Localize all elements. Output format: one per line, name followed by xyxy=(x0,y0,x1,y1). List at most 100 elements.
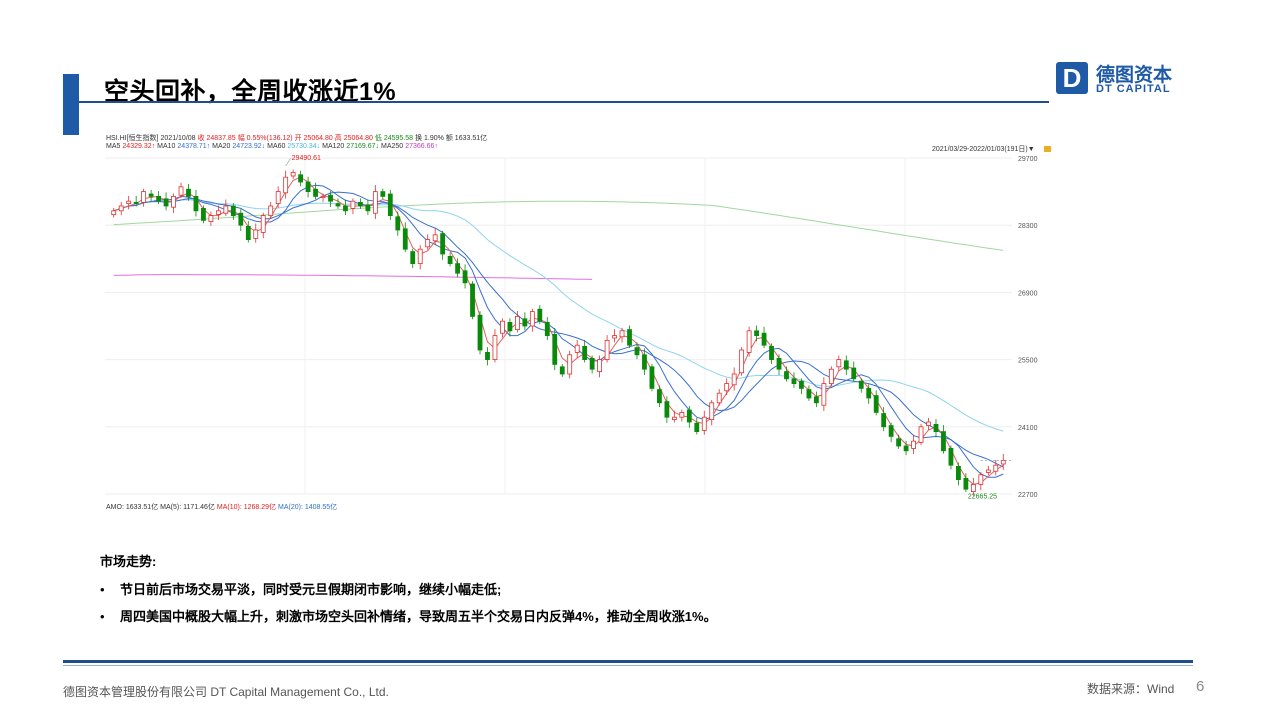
candle-body xyxy=(956,465,961,480)
market-bullet-2: • 周四美国中概股大幅上升，刺激市场空头回补情绪，导致周五半个交易日内反弹4%，推… xyxy=(100,606,717,625)
candle-body xyxy=(813,396,819,404)
chart-info-item: 24378.71↑ xyxy=(177,143,211,150)
logo-cn-text: 德图资本 xyxy=(1096,65,1173,86)
candle-body xyxy=(933,423,939,432)
candle-body xyxy=(395,216,401,231)
candle-body xyxy=(903,445,909,452)
candle-body xyxy=(335,203,341,207)
chart-info-item: HSI.HI[恒生指数] xyxy=(106,135,159,142)
candle-body xyxy=(245,226,251,241)
candle-body xyxy=(358,202,363,207)
candle-body xyxy=(238,212,244,226)
chart-info-item: 27366.66↑ xyxy=(405,143,438,150)
candle-body xyxy=(559,366,565,375)
candle-body xyxy=(627,329,632,346)
candle-body xyxy=(761,332,767,346)
ma5-line xyxy=(113,176,1004,485)
candle-body xyxy=(320,196,326,199)
candle-body xyxy=(514,315,520,330)
title-accent-bar xyxy=(63,74,79,135)
candle-body xyxy=(432,234,438,242)
candle-body xyxy=(985,469,991,473)
candle-body xyxy=(522,318,528,327)
candle-body xyxy=(858,380,864,389)
candle-body xyxy=(500,320,505,334)
candle-body xyxy=(642,354,647,370)
candle-body xyxy=(343,205,348,212)
candle-body xyxy=(275,191,281,204)
candle-body xyxy=(926,421,931,426)
candle-body xyxy=(799,380,804,389)
candle-body xyxy=(193,196,199,212)
candle-body xyxy=(485,351,490,360)
page-number: 6 xyxy=(1196,678,1205,695)
candle-body xyxy=(253,229,259,239)
candle-body xyxy=(993,464,999,472)
candle-body xyxy=(447,255,453,264)
chart-info-item: 低 24595.58 xyxy=(374,135,414,142)
candle-body xyxy=(619,330,625,338)
candle-body xyxy=(313,188,318,197)
candle-body xyxy=(776,357,782,370)
chart-info-item: 高 25064.80 xyxy=(334,135,373,142)
candle-body xyxy=(694,422,700,433)
candle-body xyxy=(477,314,483,351)
candle-body xyxy=(380,191,386,197)
y-tick-label: 22700 xyxy=(1018,492,1038,499)
candle-body xyxy=(911,440,916,449)
candle-body xyxy=(372,191,378,214)
chart-info-item: 换 1.90% xyxy=(415,135,444,142)
candle-body xyxy=(178,186,184,196)
candle-body xyxy=(507,321,513,332)
annotation-leader xyxy=(285,157,291,167)
candle-body xyxy=(462,270,468,284)
candle-body xyxy=(941,431,946,452)
candle-body xyxy=(597,359,603,373)
ma120-line xyxy=(113,200,1004,251)
candle-body xyxy=(350,200,356,209)
chart-info-item: 24329.32↑ xyxy=(122,143,156,150)
market-bullet-1: • 节日前后市场交易平淡，同时受元旦假期闭市影响，继续小幅走低; xyxy=(100,579,501,598)
chart-info-item: MA10 xyxy=(157,143,176,150)
candle-body xyxy=(328,194,333,202)
title-underline xyxy=(79,101,1049,103)
candle-body xyxy=(657,389,662,404)
ma250-line xyxy=(113,274,593,280)
candle-body xyxy=(963,477,969,490)
y-tick-label: 26900 xyxy=(1018,290,1038,297)
candle-body xyxy=(118,205,124,212)
chart-info-item: MA(20): 1408.55亿 xyxy=(278,504,338,511)
chart-canvas: 29700 28300 26900 25500 24100 22700 29490.61 22… xyxy=(105,146,1051,501)
candle-body xyxy=(649,366,655,389)
chart-info-item: 额 1633.51亿 xyxy=(445,135,488,142)
candle-body xyxy=(866,387,872,399)
footer-company: 德图资本管理股份有限公司 DT Capital Management Co., … xyxy=(63,685,389,699)
candle-body xyxy=(709,402,715,420)
chart-header-line1: HSI.HI[恒生指数] 2021/10/08 收 24837.85 幅 0.55%(… xyxy=(106,133,489,143)
market-heading: 市场走势: xyxy=(100,554,157,569)
chart-info-item: MA5 xyxy=(106,143,121,150)
chart-info-item: MA(5): 1171.46亿 xyxy=(160,504,215,511)
chart-info-item: MA250 xyxy=(381,143,404,150)
candle-body xyxy=(769,345,774,360)
ma60-line xyxy=(113,199,1004,432)
logo-mark: D xyxy=(1056,62,1088,94)
bullet-text: 周四美国中概股大幅上升，刺激市场空头回补情绪，导致周五半个交易日内反弹4%，推动… xyxy=(120,609,717,624)
high-annotation: 29490.61 xyxy=(292,155,321,162)
candle-body xyxy=(634,347,640,356)
candle-body xyxy=(828,368,834,384)
chart-info-item: 25730.34↓ xyxy=(287,143,321,150)
bullet-dot: • xyxy=(100,582,105,597)
candle-body xyxy=(686,409,692,423)
candle-body xyxy=(739,349,745,374)
y-tick-label: 29700 xyxy=(1018,156,1038,163)
candle-body xyxy=(746,330,752,353)
chart-info-item: MA20 xyxy=(212,143,231,150)
candle-body xyxy=(791,378,797,385)
chart-info-item: 27169.67↓ xyxy=(346,143,379,150)
candle-body xyxy=(148,193,154,197)
candle-body xyxy=(440,233,446,255)
chart-info-item: AMO: 1633.51亿 xyxy=(106,504,159,511)
bullet-dot: • xyxy=(100,609,105,624)
footer-rule xyxy=(63,660,1193,663)
